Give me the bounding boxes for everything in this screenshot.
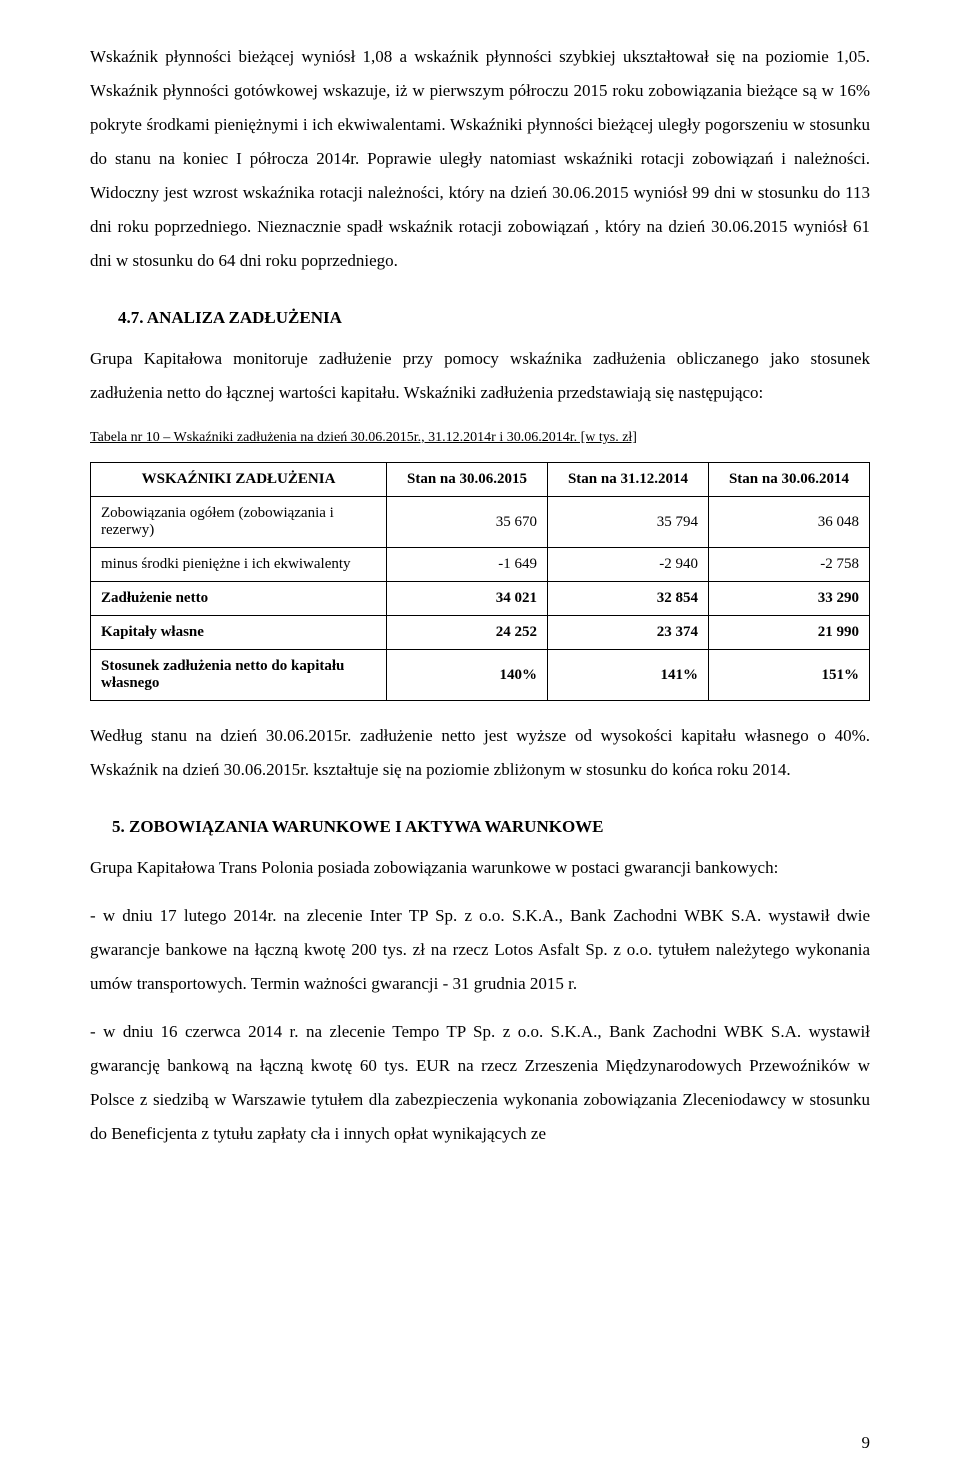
table-row: Zobowiązania ogółem (zobowiązania i reze… <box>91 497 870 548</box>
table-cell-label: Kapitały własne <box>91 616 387 650</box>
paragraph-guarantee-1: - w dniu 17 lutego 2014r. na zlecenie In… <box>90 899 870 1001</box>
table-cell-value: 35 794 <box>548 497 709 548</box>
heading-5: 5. ZOBOWIĄZANIA WARUNKOWE I AKTYWA WARUN… <box>90 817 870 837</box>
table-header-col1: Stan na 30.06.2015 <box>387 463 548 497</box>
table-cell-label: Zadłużenie netto <box>91 582 387 616</box>
table-cell-value: 34 021 <box>387 582 548 616</box>
table-cell-value: 35 670 <box>387 497 548 548</box>
table-caption: Tabela nr 10 – Wskaźniki zadłużenia na d… <box>90 430 870 446</box>
table-row: Zadłużenie netto 34 021 32 854 33 290 <box>91 582 870 616</box>
table-cell-label: minus środki pieniężne i ich ekwiwalenty <box>91 548 387 582</box>
paragraph-debt-summary: Według stanu na dzień 30.06.2015r. zadłu… <box>90 719 870 787</box>
table-cell-value: 140% <box>387 650 548 701</box>
heading-4-7: 4.7. ANALIZA ZADŁUŻENIA <box>90 308 870 328</box>
table-header-col2: Stan na 31.12.2014 <box>548 463 709 497</box>
table-cell-value: 141% <box>548 650 709 701</box>
table-cell-label: Zobowiązania ogółem (zobowiązania i reze… <box>91 497 387 548</box>
paragraph-guarantee-2: - w dniu 16 czerwca 2014 r. na zlecenie … <box>90 1015 870 1151</box>
table-cell-value: 36 048 <box>708 497 869 548</box>
page-number: 9 <box>862 1433 871 1453</box>
table-header-row: WSKAŹNIKI ZADŁUŻENIA Stan na 30.06.2015 … <box>91 463 870 497</box>
table-cell-value: -2 758 <box>708 548 869 582</box>
table-cell-value: 24 252 <box>387 616 548 650</box>
table-header-col0: WSKAŹNIKI ZADŁUŻENIA <box>91 463 387 497</box>
table-cell-value: -1 649 <box>387 548 548 582</box>
table-cell-value: 33 290 <box>708 582 869 616</box>
document-page: Wskaźnik płynności bieżącej wyniósł 1,08… <box>0 0 960 1483</box>
table-cell-value: 21 990 <box>708 616 869 650</box>
table-row: minus środki pieniężne i ich ekwiwalenty… <box>91 548 870 582</box>
table-row: Stosunek zadłużenia netto do kapitału wł… <box>91 650 870 701</box>
paragraph-debt-intro: Grupa Kapitałowa monitoruje zadłużenie p… <box>90 342 870 410</box>
paragraph-contingent-intro: Grupa Kapitałowa Trans Polonia posiada z… <box>90 851 870 885</box>
debt-indicators-table: WSKAŹNIKI ZADŁUŻENIA Stan na 30.06.2015 … <box>90 462 870 701</box>
table-header-col3: Stan na 30.06.2014 <box>708 463 869 497</box>
table-row: Kapitały własne 24 252 23 374 21 990 <box>91 616 870 650</box>
table-cell-value: 32 854 <box>548 582 709 616</box>
paragraph-liquidity: Wskaźnik płynności bieżącej wyniósł 1,08… <box>90 40 870 278</box>
table-cell-label: Stosunek zadłużenia netto do kapitału wł… <box>91 650 387 701</box>
table-cell-value: 23 374 <box>548 616 709 650</box>
table-cell-value: 151% <box>708 650 869 701</box>
table-cell-value: -2 940 <box>548 548 709 582</box>
